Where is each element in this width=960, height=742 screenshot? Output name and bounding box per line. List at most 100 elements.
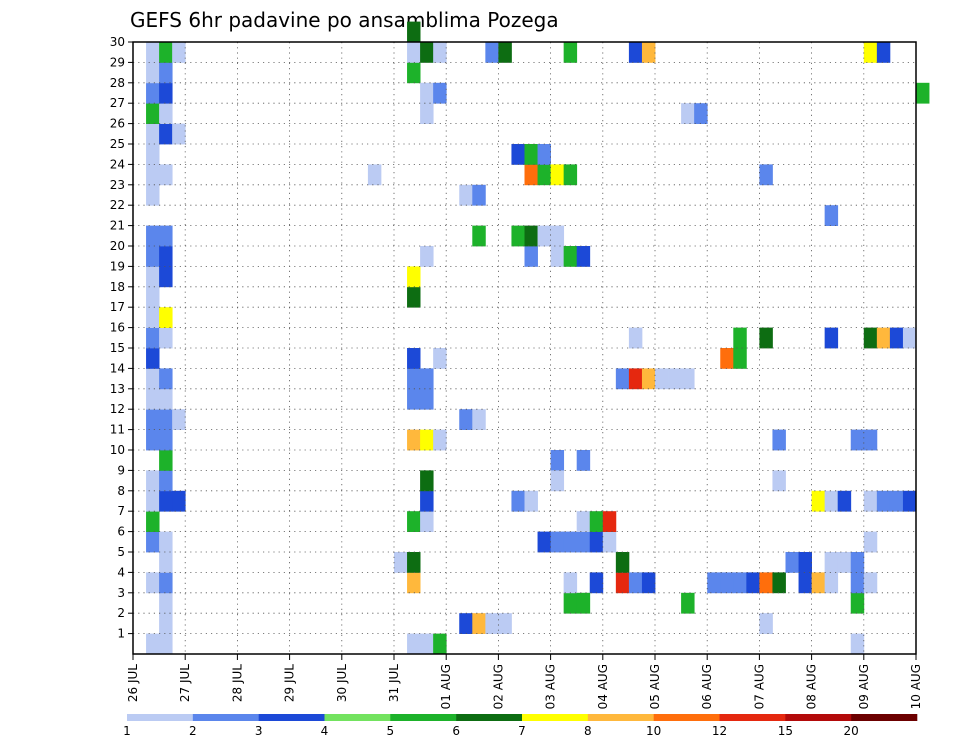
heatmap-cell <box>759 613 773 634</box>
heatmap-cell <box>524 144 538 165</box>
heatmap-cell <box>759 164 773 186</box>
heatmap-cell <box>602 531 617 553</box>
x-tick-label: 04 AUG <box>596 664 610 709</box>
heatmap-cell <box>172 490 186 512</box>
x-tick-label: 26 JUL <box>126 664 140 702</box>
heatmap-cell <box>902 327 917 349</box>
heatmap-cell <box>681 368 695 390</box>
colorbar-label: 10 <box>646 724 661 738</box>
y-tick-label: 21 <box>110 219 125 233</box>
x-tick-label: 31 JUL <box>387 664 401 702</box>
heatmap-cell <box>798 552 812 573</box>
heatmap-cell <box>433 633 447 655</box>
y-tick-label: 19 <box>110 259 125 273</box>
heatmap-cell <box>407 286 421 308</box>
y-tick-label: 18 <box>110 280 125 294</box>
y-tick-label: 17 <box>110 300 125 314</box>
heatmap-cell <box>420 82 434 104</box>
colorbar-label: 4 <box>321 724 329 738</box>
heatmap-cell <box>433 42 447 63</box>
heatmap-cell <box>146 164 160 186</box>
heatmap-cell <box>550 246 565 267</box>
heatmap-cell <box>615 552 630 573</box>
heatmap-cell <box>420 470 434 492</box>
heatmap-cell <box>902 490 917 512</box>
heatmap-cell <box>837 490 852 512</box>
heatmap-cell <box>146 572 160 594</box>
heatmap-cell <box>420 103 434 124</box>
heatmap-cell <box>159 470 173 492</box>
y-tick-label: 30 <box>110 35 125 49</box>
heatmap-cell <box>159 225 173 247</box>
heatmap-cell <box>498 613 512 634</box>
heatmap-cell <box>407 62 421 84</box>
heatmap-cell <box>589 572 604 594</box>
y-tick-label: 5 <box>117 545 125 559</box>
heatmap-cell <box>420 388 434 410</box>
heatmap-cell <box>159 307 173 328</box>
heatmap-cell <box>563 592 578 614</box>
heatmap-cell <box>146 184 160 206</box>
heatmap-cell <box>576 450 591 471</box>
heatmap-cell <box>863 490 878 512</box>
colorbar-swatch <box>653 714 720 721</box>
heatmap-cell <box>811 490 826 512</box>
heatmap-cell <box>863 531 878 553</box>
heatmap-cell <box>668 368 682 390</box>
heatmap-cell <box>159 82 173 104</box>
heatmap-cell <box>563 246 578 267</box>
x-tick-label: 05 AUG <box>648 664 662 709</box>
y-tick-label: 16 <box>110 321 125 335</box>
heatmap-cell <box>550 225 565 247</box>
heatmap-cell <box>146 42 160 63</box>
heatmap-cell <box>524 225 538 247</box>
heatmap-cell <box>146 225 160 247</box>
x-tick-label: 27 JUL <box>178 664 192 702</box>
y-tick-label: 26 <box>110 117 125 131</box>
heatmap-cell <box>407 633 421 655</box>
heatmap-cells <box>146 21 930 655</box>
colorbar-label: 12 <box>712 724 727 738</box>
heatmap-cell <box>511 490 525 512</box>
heatmap-cell <box>407 348 421 369</box>
y-tick-label: 20 <box>110 239 125 253</box>
heatmap-cell <box>537 144 551 165</box>
y-tick-label: 3 <box>117 586 125 600</box>
heatmap-cell <box>159 327 173 349</box>
heatmap-cell <box>772 429 786 451</box>
heatmap-cell <box>511 144 525 165</box>
heatmap-cell <box>876 327 891 349</box>
heatmap-cell <box>420 511 434 532</box>
y-tick-label: 28 <box>110 76 125 90</box>
heatmap-cell <box>146 490 160 512</box>
heatmap-cell <box>550 450 565 471</box>
heatmap-cell <box>420 490 434 512</box>
colorbar-swatch <box>127 714 194 721</box>
y-tick-label: 6 <box>117 525 125 539</box>
heatmap-cell <box>824 552 839 573</box>
heatmap-cell <box>602 511 617 532</box>
heatmap-cell <box>615 368 630 390</box>
heatmap-cell <box>733 327 747 349</box>
colorbar-swatch <box>324 714 391 721</box>
heatmap-cell <box>407 552 421 573</box>
y-tick-label: 23 <box>110 178 125 192</box>
heatmap-cell <box>850 572 865 594</box>
heatmap-cell <box>159 429 173 451</box>
heatmap-cell <box>146 531 160 553</box>
heatmap-cell <box>733 348 747 369</box>
heatmap-cell <box>550 470 565 492</box>
y-tick-label: 29 <box>110 55 125 69</box>
x-tick-label: 10 AUG <box>909 664 923 709</box>
heatmap-cell <box>772 572 786 594</box>
colorbar-swatch <box>456 714 523 721</box>
heatmap-cell <box>563 164 578 186</box>
heatmap-cell <box>537 531 551 553</box>
heatmap-cell <box>824 205 839 226</box>
heatmap-cell <box>159 613 173 634</box>
heatmap-cell <box>146 511 160 532</box>
heatmap-cell <box>759 572 773 594</box>
heatmap-cell <box>720 348 734 369</box>
heatmap-cell <box>563 42 578 63</box>
